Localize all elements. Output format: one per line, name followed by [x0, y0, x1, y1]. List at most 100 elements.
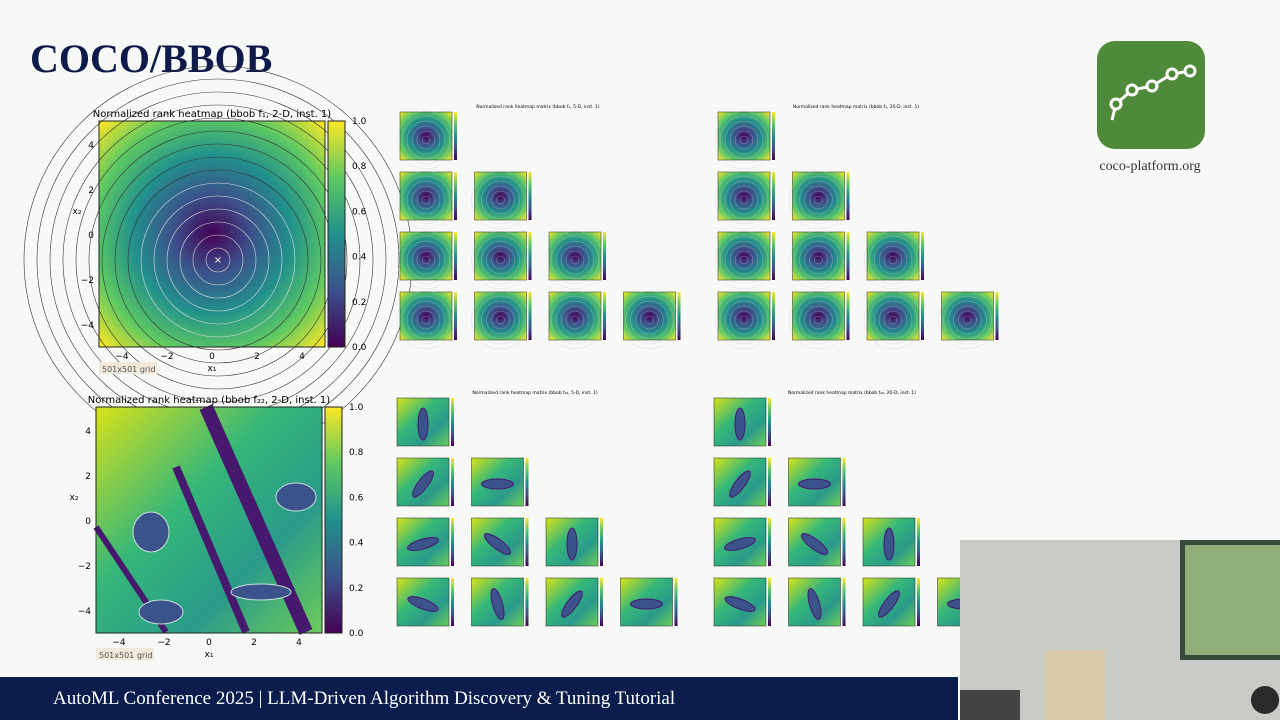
contour [496, 195, 505, 205]
note: 501x501 grid [102, 365, 155, 374]
basin [490, 588, 505, 620]
heatmap-frame [95, 406, 323, 634]
contour [153, 195, 283, 325]
basin [800, 533, 829, 555]
ridge [172, 465, 250, 634]
subplot-colorbar [921, 232, 924, 280]
heatmap-title: Normalized rank heatmap (bbob f₁, 2-D, i… [93, 109, 331, 120]
basin [724, 536, 756, 552]
subplot-colorbar [772, 232, 775, 280]
contour [476, 235, 525, 285]
subplot-colorbar [454, 112, 457, 160]
colorbar [327, 120, 346, 348]
contour [416, 250, 436, 270]
x-tick-label: 0 [209, 352, 215, 362]
contour [729, 245, 759, 275]
footer-text: AutoML Conference 2025 | LLM-Driven Algo… [53, 688, 675, 709]
subplot-colorbar [454, 232, 457, 280]
contour [481, 180, 520, 220]
contour [75, 117, 361, 403]
subplot-colorbar [772, 172, 775, 220]
contour [421, 315, 431, 325]
contour [416, 310, 436, 330]
basin [630, 598, 663, 610]
contour [560, 305, 590, 335]
subplot-colorbar [525, 578, 529, 626]
contour [491, 250, 510, 270]
subplot [862, 577, 916, 627]
contour [719, 295, 769, 345]
subplot-colorbar [603, 292, 606, 340]
contour [421, 255, 431, 265]
subplot-colorbar [846, 292, 850, 340]
basin [734, 407, 746, 441]
contour [724, 300, 764, 340]
subplot-colorbar [842, 578, 846, 626]
contour [814, 315, 823, 325]
subplot-colorbar [600, 578, 603, 626]
contour [401, 115, 451, 165]
x-tick-label: −4 [112, 638, 126, 648]
colorbar-tick-label: 0.0 [352, 343, 367, 353]
contour [570, 255, 580, 265]
contour [734, 250, 754, 270]
contour [799, 180, 838, 220]
contour [794, 295, 843, 345]
contour [739, 315, 749, 325]
contour [555, 240, 595, 280]
basin [798, 478, 831, 490]
contour [734, 310, 754, 330]
contour [401, 235, 451, 285]
contour [88, 130, 348, 390]
contour [804, 305, 833, 335]
basin [275, 482, 317, 512]
contour [406, 180, 446, 220]
optimum: × [214, 255, 222, 266]
contour [481, 240, 520, 280]
contour [640, 310, 659, 330]
contour [814, 255, 823, 265]
contour [729, 125, 759, 155]
contour [411, 245, 441, 275]
matrix-title: Normalized rank heatmap matrix (bbob f₁,… [793, 104, 919, 110]
contour [724, 240, 764, 280]
x-tick-label: −2 [157, 638, 170, 648]
contour [406, 300, 446, 340]
contour [958, 310, 977, 330]
contour [127, 169, 309, 351]
basin [729, 470, 751, 498]
contour [416, 190, 436, 210]
note-box [96, 648, 154, 660]
subplot-colorbar [842, 458, 846, 506]
contour [799, 300, 838, 340]
matrix-title: Normalized rank heatmap matrix (bbob f₂₂… [788, 390, 916, 396]
subplot-colorbar [846, 232, 850, 280]
contour [560, 245, 590, 275]
contour [421, 195, 431, 205]
y-tick-label: 0 [88, 231, 94, 241]
basin [566, 527, 578, 561]
x-axis-label: x₁ [205, 650, 214, 660]
contour [630, 300, 669, 340]
contour [719, 115, 769, 165]
contour [550, 295, 600, 345]
colorbar [324, 406, 343, 634]
contour [878, 305, 908, 335]
colorbar-tick-label: 0.6 [352, 207, 367, 217]
footer-bar [0, 677, 958, 720]
y-axis-label: x₂ [70, 493, 79, 503]
y-tick-label: −4 [81, 321, 95, 331]
x-axis-label: x₁ [208, 364, 217, 374]
contour [943, 295, 992, 345]
contour [421, 135, 431, 145]
colorbar-tick-label: 0.4 [349, 539, 364, 549]
subplot-colorbar [768, 398, 771, 446]
contour [883, 250, 903, 270]
contour [179, 221, 257, 299]
contour [809, 190, 828, 210]
contour [496, 255, 505, 265]
colorbar-tick-label: 1.0 [349, 403, 364, 413]
contour [729, 185, 759, 215]
y-tick-label: 0 [85, 517, 91, 527]
